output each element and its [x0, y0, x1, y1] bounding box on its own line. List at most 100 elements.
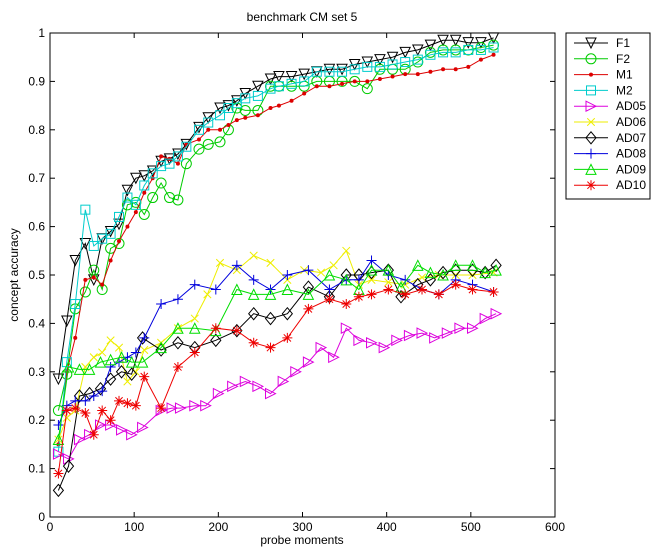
data-point — [140, 345, 149, 355]
data-point — [352, 79, 357, 84]
x-tick-label: 300 — [292, 520, 312, 534]
data-point — [227, 380, 239, 393]
data-point — [449, 259, 462, 271]
data-point — [417, 284, 428, 295]
data-point — [125, 367, 138, 382]
data-point — [136, 356, 149, 368]
y-tick-label: 1 — [38, 26, 45, 40]
y-tick-label: 0.5 — [28, 268, 45, 282]
data-point — [215, 258, 225, 268]
legend-marker — [586, 180, 596, 191]
data-point — [266, 258, 275, 268]
data-point — [400, 289, 411, 300]
data-point — [424, 266, 437, 279]
data-point — [156, 299, 167, 310]
plot-area: 0 100 200 300 400 500 600 0 0.1 0.2 0.3 0.4 0.5 0.6 0.… — [28, 26, 565, 534]
data-point — [314, 84, 319, 89]
data-point — [53, 420, 64, 431]
data-point — [399, 46, 411, 59]
data-point — [231, 323, 243, 338]
data-point — [200, 399, 212, 412]
data-point — [411, 44, 424, 57]
data-point — [88, 429, 99, 440]
data-point — [374, 61, 385, 72]
data-point — [336, 63, 348, 76]
legend-item: AD10 — [574, 178, 646, 192]
legend-marker — [586, 148, 596, 159]
data-point — [353, 291, 364, 302]
data-point — [366, 336, 378, 349]
data-point — [303, 265, 314, 276]
data-point — [323, 268, 336, 281]
data-point — [252, 80, 264, 93]
data-point — [202, 138, 214, 150]
data-point — [316, 268, 326, 277]
data-point — [362, 61, 373, 72]
data-point — [105, 415, 116, 426]
data-point — [328, 351, 340, 364]
data-point — [487, 32, 500, 44]
data-point — [466, 64, 471, 69]
data-point — [155, 341, 167, 354]
legend-label: AD10 — [616, 178, 646, 192]
data-point — [203, 117, 214, 128]
data-point — [488, 42, 499, 53]
data-point — [97, 386, 108, 397]
series-line — [57, 249, 494, 440]
data-point — [276, 103, 281, 108]
data-point — [215, 110, 226, 121]
data-point — [453, 67, 458, 72]
data-point — [106, 336, 115, 345]
data-point — [341, 299, 352, 310]
y-tick-label: 0.2 — [28, 413, 45, 427]
data-point — [438, 47, 449, 58]
legend-item: AD08 — [574, 147, 646, 161]
data-point — [337, 66, 348, 77]
data-point — [367, 275, 376, 284]
data-point — [466, 263, 479, 277]
data-point — [415, 72, 420, 77]
data-point — [172, 194, 184, 206]
data-point — [400, 274, 411, 285]
legend-label: AD08 — [616, 147, 646, 161]
data-point — [342, 246, 351, 255]
data-point — [156, 403, 167, 414]
data-point — [121, 184, 134, 197]
data-point — [214, 102, 226, 115]
data-point — [450, 47, 461, 58]
data-point — [281, 306, 294, 321]
data-point — [264, 288, 277, 300]
data-point — [281, 283, 294, 296]
data-point — [265, 387, 277, 400]
data-point — [437, 34, 449, 47]
data-point — [80, 204, 91, 215]
data-point — [286, 78, 297, 89]
data-point — [52, 448, 65, 460]
data-point — [490, 264, 502, 276]
data-point — [239, 375, 252, 388]
data-point — [277, 375, 290, 388]
data-point — [273, 81, 284, 92]
data-point — [193, 143, 205, 155]
data-point — [433, 289, 444, 300]
data-point — [130, 400, 141, 411]
data-point — [252, 380, 265, 393]
legend-label: M2 — [616, 83, 633, 97]
series-line — [57, 259, 494, 426]
data-point — [353, 274, 364, 285]
data-point — [391, 334, 403, 347]
data-point — [115, 365, 128, 379]
series-ad08 — [53, 255, 499, 431]
data-point — [479, 266, 491, 279]
legend-marker — [585, 100, 598, 113]
data-point — [203, 290, 212, 299]
data-point — [164, 158, 175, 169]
data-point — [290, 365, 302, 378]
data-point — [289, 98, 294, 103]
data-point — [231, 283, 243, 296]
legend-item: AD07 — [574, 131, 646, 145]
data-point — [73, 363, 86, 375]
data-point — [491, 52, 496, 57]
data-point — [466, 259, 479, 271]
data-point — [349, 64, 360, 75]
